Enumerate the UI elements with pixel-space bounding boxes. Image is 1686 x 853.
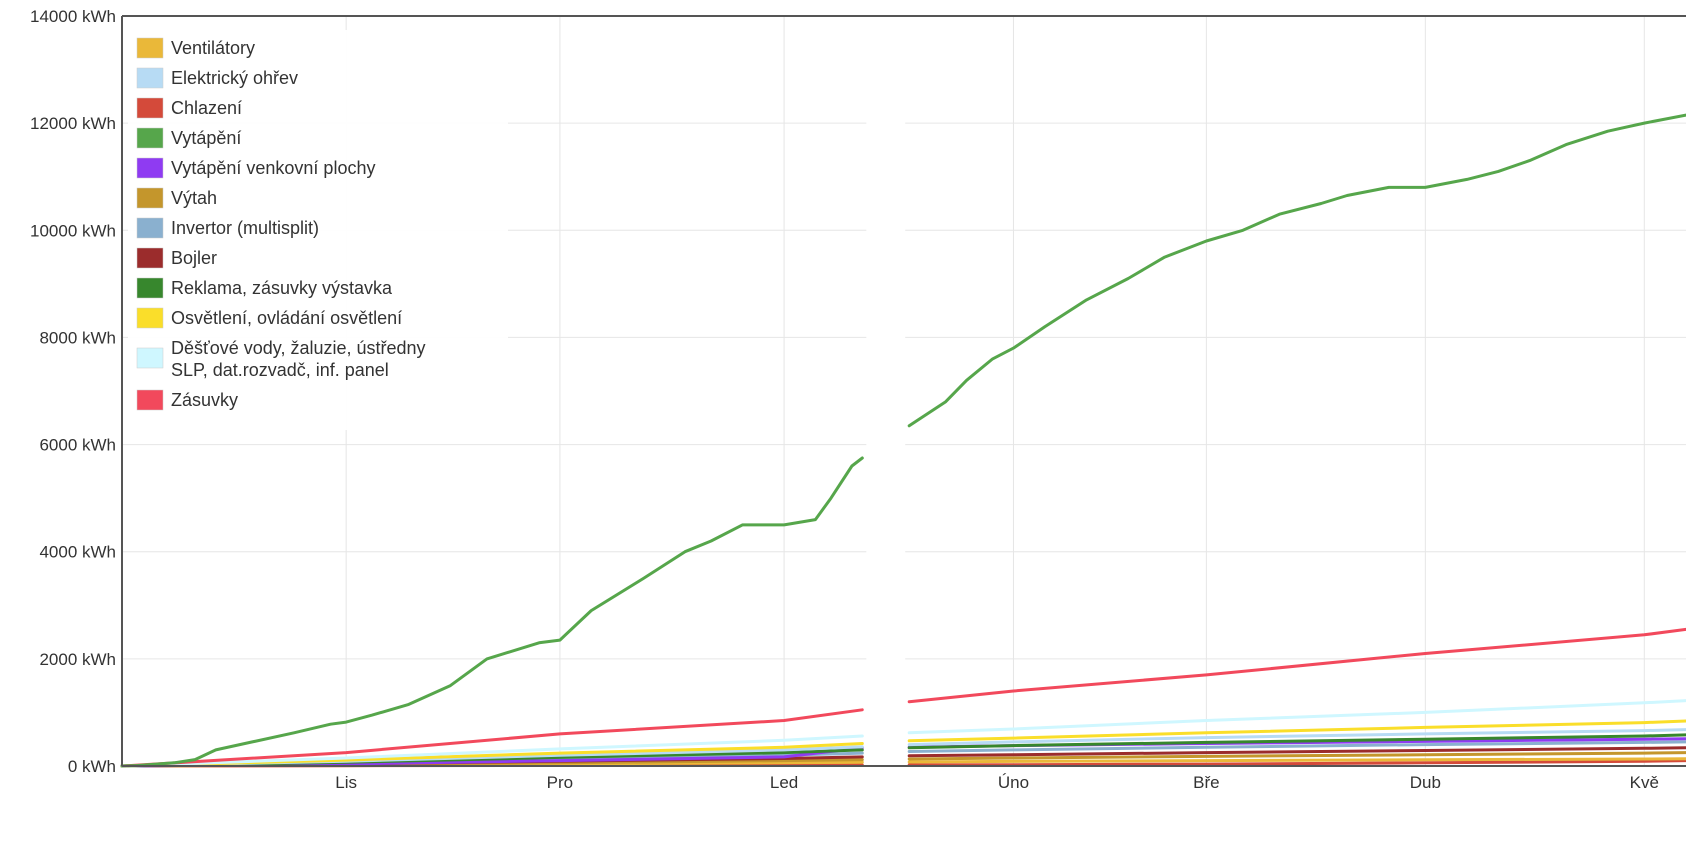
legend-swatch bbox=[136, 37, 164, 59]
x-tick-label: Úno bbox=[998, 773, 1029, 792]
legend-swatch bbox=[136, 347, 164, 369]
legend-label: Elektrický ohřev bbox=[171, 68, 298, 88]
x-tick-label: Lis bbox=[335, 773, 357, 792]
legend-item: Chlazení bbox=[136, 97, 242, 119]
series-line bbox=[907, 719, 1686, 743]
y-tick-label: 12000 kWh bbox=[30, 114, 116, 133]
series-line bbox=[907, 113, 1686, 428]
legend-item: Elektrický ohřev bbox=[136, 67, 298, 89]
legend-label: Výtah bbox=[171, 188, 217, 208]
legend-item: Ventilátory bbox=[136, 37, 255, 59]
axes bbox=[121, 15, 1686, 767]
legend-item: Vytápění bbox=[136, 127, 241, 149]
y-tick-label: 10000 kWh bbox=[30, 221, 116, 240]
legend-swatch bbox=[136, 157, 164, 179]
y-tick-label: 8000 kWh bbox=[39, 328, 116, 347]
legend-label: Vytápění venkovní plochy bbox=[171, 158, 375, 178]
series-line bbox=[907, 699, 1686, 735]
x-axis-ticks: Lis Pro Led Úno Bře Dub Kvě bbox=[335, 773, 1659, 792]
series-line bbox=[907, 751, 1686, 761]
legend-item: Vytápění venkovní plochy bbox=[136, 157, 375, 179]
legend-swatch bbox=[136, 307, 164, 329]
data-gap bbox=[866, 18, 906, 765]
legend: Ventilátory Elektrický ohřev Chlazení Vytáp… bbox=[128, 30, 508, 430]
series-line bbox=[907, 627, 1686, 704]
legend-item: Reklama, zásuvky výstavka bbox=[136, 277, 393, 299]
x-tick-label: Kvě bbox=[1630, 773, 1659, 792]
y-tick-label: 14000 kWh bbox=[30, 7, 116, 26]
x-tick-label: Dub bbox=[1410, 773, 1441, 792]
y-tick-label: 0 kWh bbox=[68, 757, 116, 776]
series-line bbox=[907, 733, 1686, 750]
series-line bbox=[907, 740, 1686, 753]
legend-item: Výtah bbox=[136, 187, 217, 209]
legend-item: Invertor (multisplit) bbox=[136, 217, 319, 239]
series-line bbox=[120, 708, 864, 768]
legend-swatch bbox=[136, 187, 164, 209]
series-line bbox=[120, 456, 864, 768]
legend-item: Bojler bbox=[136, 247, 217, 269]
legend-swatch bbox=[136, 389, 164, 411]
legend-item: Zásuvky bbox=[136, 389, 238, 411]
legend-swatch bbox=[136, 67, 164, 89]
series-line bbox=[907, 757, 1686, 764]
series-line bbox=[907, 746, 1686, 758]
y-tick-label: 4000 kWh bbox=[39, 543, 116, 562]
legend-label: Bojler bbox=[171, 248, 217, 268]
series-děšťové-vody bbox=[120, 699, 1686, 768]
legend-label: Děšťové vody, žaluzie, ústředny bbox=[171, 338, 426, 358]
series-line bbox=[120, 734, 864, 768]
legend-label: Chlazení bbox=[171, 98, 242, 118]
y-tick-label: 6000 kWh bbox=[39, 436, 116, 455]
legend-label: SLP, dat.rozvadč, inf. panel bbox=[171, 360, 389, 380]
legend-swatch bbox=[136, 247, 164, 269]
series-line bbox=[907, 728, 1686, 747]
legend-label: Invertor (multisplit) bbox=[171, 218, 319, 238]
legend-background bbox=[128, 30, 508, 430]
x-tick-label: Led bbox=[770, 773, 798, 792]
legend-item: Osvětlení, ovládání osvětlení bbox=[136, 307, 402, 329]
series-line bbox=[907, 759, 1686, 767]
legend-swatch bbox=[136, 127, 164, 149]
x-tick-label: Bře bbox=[1193, 773, 1219, 792]
legend-label: Osvětlení, ovládání osvětlení bbox=[171, 308, 402, 328]
legend-label: Reklama, zásuvky výstavka bbox=[171, 278, 393, 298]
legend-label: Zásuvky bbox=[171, 390, 238, 410]
y-tick-label: 2000 kWh bbox=[39, 650, 116, 669]
legend-label: Vytápění bbox=[171, 128, 241, 148]
legend-swatch bbox=[136, 97, 164, 119]
y-axis-ticks: 0 kWh 2000 kWh 4000 kWh 6000 kWh 8000 kWh 100… bbox=[30, 7, 116, 776]
legend-swatch bbox=[136, 217, 164, 239]
series-vytápění bbox=[120, 113, 1686, 768]
legend-swatch bbox=[136, 277, 164, 299]
x-tick-label: Pro bbox=[547, 773, 573, 792]
series-zásuvky bbox=[120, 627, 1686, 768]
legend-label: Ventilátory bbox=[171, 38, 255, 58]
